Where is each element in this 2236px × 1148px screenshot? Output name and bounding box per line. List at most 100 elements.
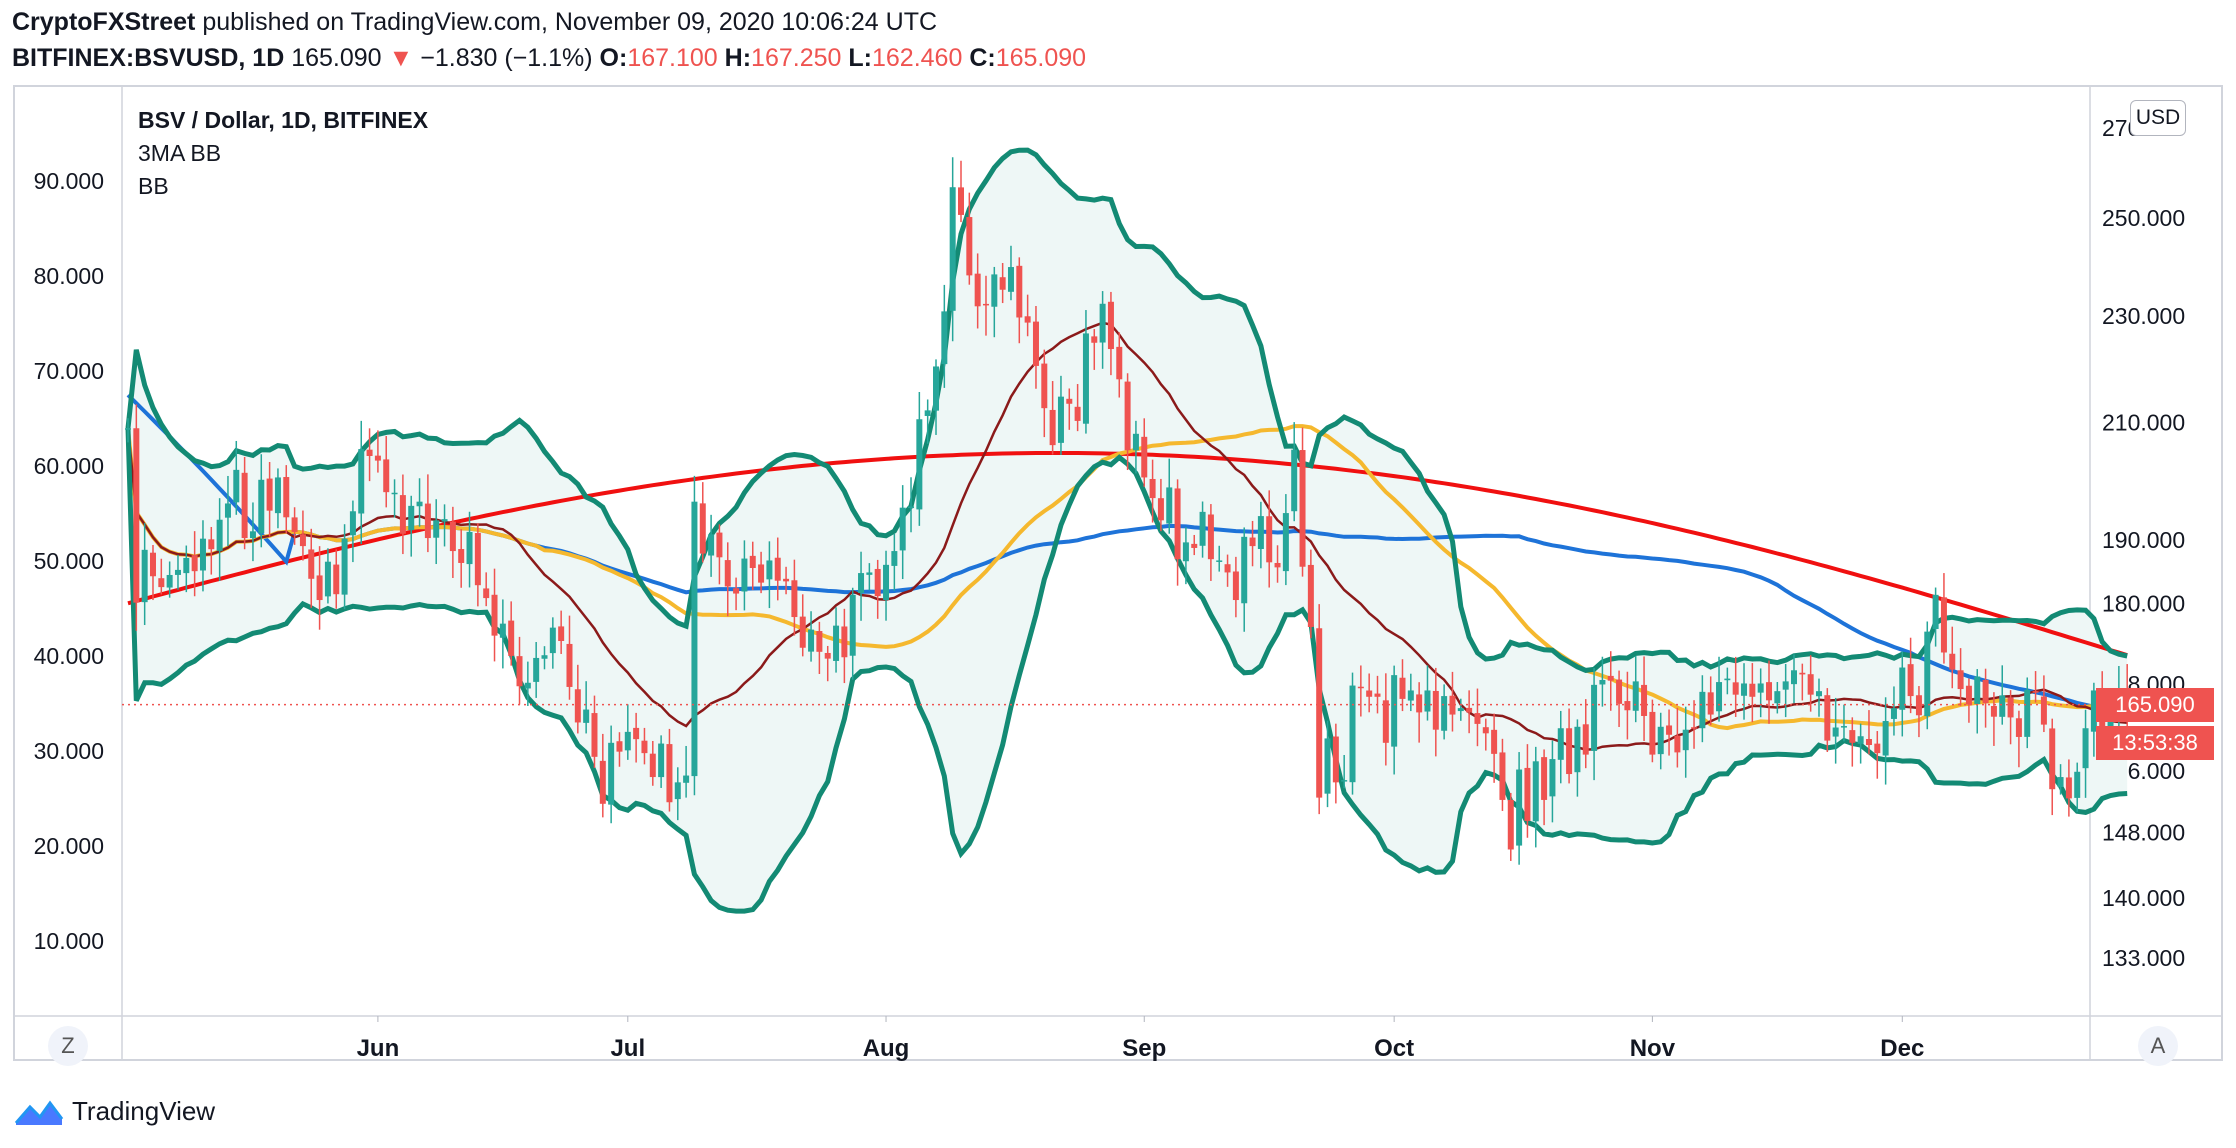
legend-title[interactable]: BSV / Dollar, 1D, BITFINEX [138, 107, 429, 133]
candle-body [366, 449, 373, 456]
left-axis-tick-label: 60.000 [34, 453, 104, 479]
candle-body [758, 564, 765, 583]
candle-body [1141, 436, 1148, 478]
candle-body [308, 549, 315, 579]
candle-body [1582, 724, 1589, 755]
candle-body [1516, 769, 1523, 846]
candle-body [1249, 537, 1256, 547]
right-axis-tick-label: 148.000 [2102, 820, 2185, 846]
close-label: C: [969, 44, 996, 72]
candle-body [733, 588, 740, 594]
zoom-reset-button[interactable]: Z [48, 1026, 88, 1066]
candle-body [883, 564, 890, 600]
candle-body [691, 501, 698, 777]
candle-body [1957, 670, 1964, 690]
candle-body [1999, 695, 2006, 717]
candle-body [2007, 697, 2014, 718]
right-axis-tick-label: 230.000 [2102, 303, 2185, 329]
candle-body [1057, 396, 1064, 443]
candle-body [1982, 679, 1989, 704]
candle-body [1716, 682, 1723, 712]
candle-body [949, 187, 956, 311]
candle-body [1616, 679, 1623, 704]
candle-body [1474, 713, 1481, 724]
candle-body [1974, 676, 1981, 704]
right-axis-tick-label: 180.000 [2102, 590, 2185, 616]
candle-body [1066, 398, 1073, 404]
candle-body [374, 455, 381, 461]
candle-body [258, 479, 265, 534]
candle-body [349, 511, 356, 536]
candle-body [508, 620, 515, 656]
candle-body [1591, 684, 1598, 751]
candle-body [1566, 728, 1573, 775]
price-change: −1.830 (−1.1%) [420, 44, 593, 72]
candle-body [1907, 664, 1914, 697]
legend-indicator-bb[interactable]: BB [138, 173, 169, 199]
candle-body [216, 519, 223, 551]
candle-body [966, 217, 973, 276]
left-axis-tick-label: 90.000 [34, 168, 104, 194]
left-axis-tick-label: 50.000 [34, 548, 104, 574]
candle-body [958, 187, 964, 215]
right-axis-tick-label: 190.000 [2102, 527, 2185, 553]
symbol-name: BITFINEX:BSVUSD, 1D [12, 44, 285, 72]
candle-body [1624, 701, 1631, 711]
currency-button[interactable]: USD [2130, 100, 2186, 136]
candle-body [558, 626, 565, 642]
candle-body [358, 449, 365, 514]
candle-body [1691, 727, 1698, 729]
candle-body [1915, 695, 1922, 716]
candle-body [1832, 727, 1839, 737]
legend-indicator-3ma-bb[interactable]: 3MA BB [138, 140, 222, 166]
brand-name: TradingView [72, 1096, 216, 1126]
symbol-info: BITFINEX:BSVUSD, 1D 165.090 ▼ −1.830 (−1… [12, 44, 1086, 73]
candle-body [1099, 303, 1106, 343]
tradingview-brand[interactable]: TradingView [14, 1096, 215, 1127]
close-value: 165.090 [995, 44, 1087, 72]
candle-body [1441, 696, 1448, 731]
candle-body [1890, 708, 1897, 719]
candle-body [483, 588, 490, 599]
candle-body [649, 753, 656, 778]
candle-body [982, 303, 989, 306]
candle-body [549, 627, 556, 654]
candle-body [1682, 729, 1689, 751]
candle-body [1299, 450, 1306, 567]
candle-body [1791, 670, 1797, 685]
candle-body [1332, 736, 1339, 783]
left-axis-tick-label: 10.000 [34, 928, 104, 954]
candle-body [874, 568, 881, 597]
candle-body [774, 557, 781, 581]
candle-body [1457, 708, 1464, 712]
candle-body [441, 519, 448, 522]
candle-body [383, 459, 390, 493]
candle-body [474, 533, 481, 586]
candle-body [583, 709, 590, 723]
candle-body [1116, 346, 1123, 380]
candle-body [1007, 267, 1014, 292]
candle-body [658, 743, 665, 778]
candle-body [1291, 449, 1298, 512]
open-label: O: [599, 44, 628, 72]
right-axis-tick-label: 250.000 [2102, 205, 2185, 231]
candle-body [2090, 690, 2097, 732]
candle-body [1074, 406, 1081, 421]
candle-body [933, 366, 940, 411]
candle-body [1499, 752, 1506, 800]
candle-body [158, 578, 165, 588]
candle-body [716, 532, 723, 558]
candle-body [1266, 516, 1273, 563]
candle-body [1641, 684, 1648, 716]
candle-body [2065, 777, 2072, 799]
chart-legend: BSV / Dollar, 1D, BITFINEX 3MA BB BB [138, 104, 428, 203]
right-axis-tick-label: 210.000 [2102, 410, 2185, 436]
candle-body [1382, 700, 1389, 743]
candle-body [908, 506, 915, 509]
candle-body [191, 555, 198, 572]
candle-body [1649, 711, 1656, 755]
publisher-name[interactable]: CryptoFXStreet [12, 8, 196, 36]
candle-body [1174, 488, 1181, 560]
auto-scale-button[interactable]: A [2138, 1026, 2178, 1066]
